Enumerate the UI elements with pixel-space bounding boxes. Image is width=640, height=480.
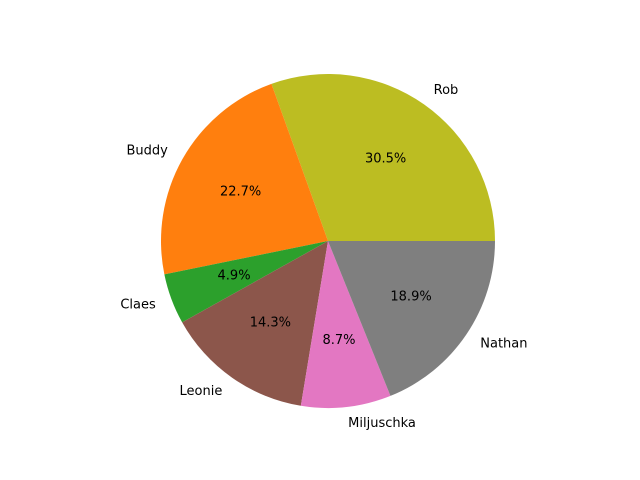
pie-slice-buddy xyxy=(160,83,328,275)
slice-label-rob: Rob xyxy=(434,83,459,98)
pie-slice-leonie xyxy=(182,241,328,406)
pie-labels: Rob 30.5% Buddy 22.7% Claes 4.9% Leonie 14.3% Mi… xyxy=(120,83,527,431)
slice-label-leonie: Leonie xyxy=(180,384,223,399)
slice-percent-miljuschka: 8.7% xyxy=(322,333,355,348)
pie-slice-rob xyxy=(271,73,495,241)
slice-label-miljuschka: Miljuschka xyxy=(348,416,416,431)
pie-slice-nathan xyxy=(328,241,495,396)
slice-percent-nathan: 18.9% xyxy=(390,290,431,305)
slice-label-buddy: Buddy xyxy=(127,143,169,158)
pie-slice-claes xyxy=(164,241,328,323)
pie-slices xyxy=(160,73,495,408)
pie-slice-miljuschka xyxy=(300,241,391,408)
slice-percent-claes: 4.9% xyxy=(218,268,251,283)
slice-label-nathan: Nathan xyxy=(480,336,527,351)
slice-percent-buddy: 22.7% xyxy=(220,184,261,199)
slice-percent-leonie: 14.3% xyxy=(250,315,291,330)
slice-percent-rob: 30.5% xyxy=(365,152,406,167)
slice-label-claes: Claes xyxy=(120,297,156,312)
